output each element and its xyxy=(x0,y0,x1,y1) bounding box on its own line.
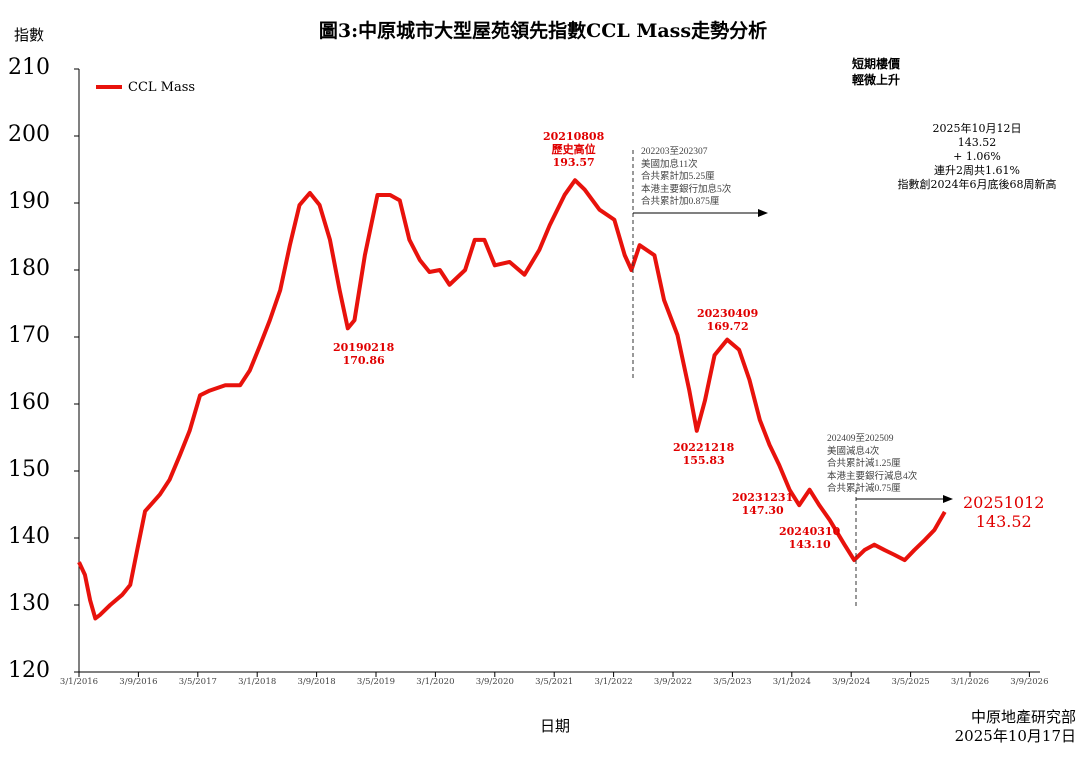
annotation-20230409: 20230409 169.72 xyxy=(697,307,758,333)
x-tick-label: 3/1/2022 xyxy=(594,677,633,687)
y-tick-label: 180 xyxy=(8,256,50,281)
note-line: 美國減息4次 xyxy=(827,446,880,457)
summary-value: 143.52 xyxy=(957,136,997,149)
x-tick-label: 3/5/2025 xyxy=(891,677,930,687)
annotation-latest: 20251012 143.52 xyxy=(963,493,1044,531)
annotation-20231231: 20231231 147.30 xyxy=(732,491,793,517)
y-tick-label: 160 xyxy=(8,390,50,415)
y-tick-label: 200 xyxy=(8,122,50,147)
y-tick-label: 120 xyxy=(8,658,50,683)
annotation-20190218: 20190218 170.86 xyxy=(333,341,394,367)
summary-date: 2025年10月12日 xyxy=(932,122,1022,135)
note-line: 合共累計減0.75厘 xyxy=(827,484,901,494)
x-tick-label: 3/9/2018 xyxy=(297,677,336,687)
outlook-line: 輕微上升 xyxy=(852,73,901,87)
y-tick-label: 140 xyxy=(8,524,50,549)
x-tick-label: 3/1/2026 xyxy=(950,677,990,687)
note-line: 合共累計加5.25厘 xyxy=(641,172,715,182)
note-rate-cuts: 202409至202509 美國減息4次 合共累計減1.25厘 本港主要銀行減息… xyxy=(827,433,917,496)
x-tick-label: 3/1/2016 xyxy=(59,677,99,687)
x-tick-label: 3/9/2024 xyxy=(832,677,871,687)
annotation-value: 155.83 xyxy=(682,454,725,467)
annotation-value: 143.52 xyxy=(975,512,1032,531)
arrow-head-icon xyxy=(758,209,768,217)
y-tick-label: 210 xyxy=(8,55,50,80)
series-line-ccl-mass xyxy=(77,178,947,621)
summary-change: + 1.06% xyxy=(953,150,1001,163)
note-line: 202203至202307 xyxy=(641,147,708,157)
note-line: 本港主要銀行減息4次 xyxy=(827,471,918,482)
annotation-date: 20230409 xyxy=(697,307,759,320)
annotation-value: 169.72 xyxy=(706,320,749,333)
x-tick-label: 3/9/2016 xyxy=(119,677,158,687)
annotation-value: 170.86 xyxy=(342,354,385,367)
annotation-date: 20210808 xyxy=(543,130,605,143)
x-tick-label: 3/5/2023 xyxy=(713,677,752,687)
x-tick-label: 3/9/2026 xyxy=(1010,677,1049,687)
summary-streak: 連升2周共1.61% xyxy=(934,164,1020,177)
annotation-20221218: 20221218 155.83 xyxy=(673,441,734,467)
x-tick-label: 3/9/2020 xyxy=(475,677,514,687)
annotation-value: 147.30 xyxy=(741,504,784,517)
arrow-head-icon xyxy=(943,495,953,503)
x-tick-label: 3/5/2021 xyxy=(535,677,574,687)
annotation-date: 20190218 xyxy=(333,341,395,354)
outlook-line: 短期樓價 xyxy=(852,57,901,71)
annotation-value: 143.10 xyxy=(788,538,831,551)
annotation-date: 20231231 xyxy=(732,491,794,504)
note-line: 202409至202509 xyxy=(827,434,894,444)
annotation-value: 193.57 xyxy=(552,156,595,169)
y-axis-label: 指數 xyxy=(14,26,45,44)
x-tick-label: 3/5/2017 xyxy=(178,677,217,687)
y-tick-label: 130 xyxy=(8,591,50,616)
x-tick-label: 3/5/2019 xyxy=(356,677,396,687)
x-tick-label: 3/1/2018 xyxy=(238,677,277,687)
note-rate-hikes: 202203至202307 美國加息11次 合共累計加5.25厘 本港主要銀行加… xyxy=(641,146,731,209)
source: 中原地產研究部 2025年10月17日 xyxy=(955,708,1076,746)
summary-high: 指數創2024年6月底後68周新高 xyxy=(897,178,1057,191)
source-date: 2025年10月17日 xyxy=(954,727,1076,745)
note-line: 合共累計加0.875厘 xyxy=(641,197,720,207)
chart-title: 圖3:中原城市大型屋苑領先指數CCL Mass走勢分析 xyxy=(318,20,768,42)
source-org: 中原地產研究部 xyxy=(970,708,1076,726)
note-line: 合共累計減1.25厘 xyxy=(827,459,901,469)
legend-label: CCL Mass xyxy=(128,80,196,95)
y-tick-label: 170 xyxy=(8,323,50,348)
x-tick-label: 3/1/2024 xyxy=(772,677,811,687)
annotation-date: 20251012 xyxy=(963,493,1045,512)
x-tick-label: 3/9/2022 xyxy=(653,677,693,687)
y-tick-label: 150 xyxy=(8,457,50,482)
annotation-label: 歷史高位 xyxy=(551,143,596,156)
note-line: 美國加息11次 xyxy=(641,159,698,170)
short-term-outlook: 短期樓價 輕微上升 xyxy=(852,56,900,88)
annotation-date: 20240310 xyxy=(779,525,841,538)
annotation-date: 20221218 xyxy=(673,441,735,454)
note-line: 本港主要銀行加息5次 xyxy=(641,184,732,195)
y-tick-label: 190 xyxy=(8,189,50,214)
x-axis-label: 日期 xyxy=(540,717,571,735)
annotation-20240310: 20240310 143.10 xyxy=(779,525,840,551)
x-tick-label: 3/1/2020 xyxy=(416,677,455,687)
summary-box: 2025年10月12日 143.52 + 1.06% 連升2周共1.61% 指數… xyxy=(897,122,1057,192)
annotation-peak: 20210808 歷史高位 193.57 xyxy=(543,130,604,169)
